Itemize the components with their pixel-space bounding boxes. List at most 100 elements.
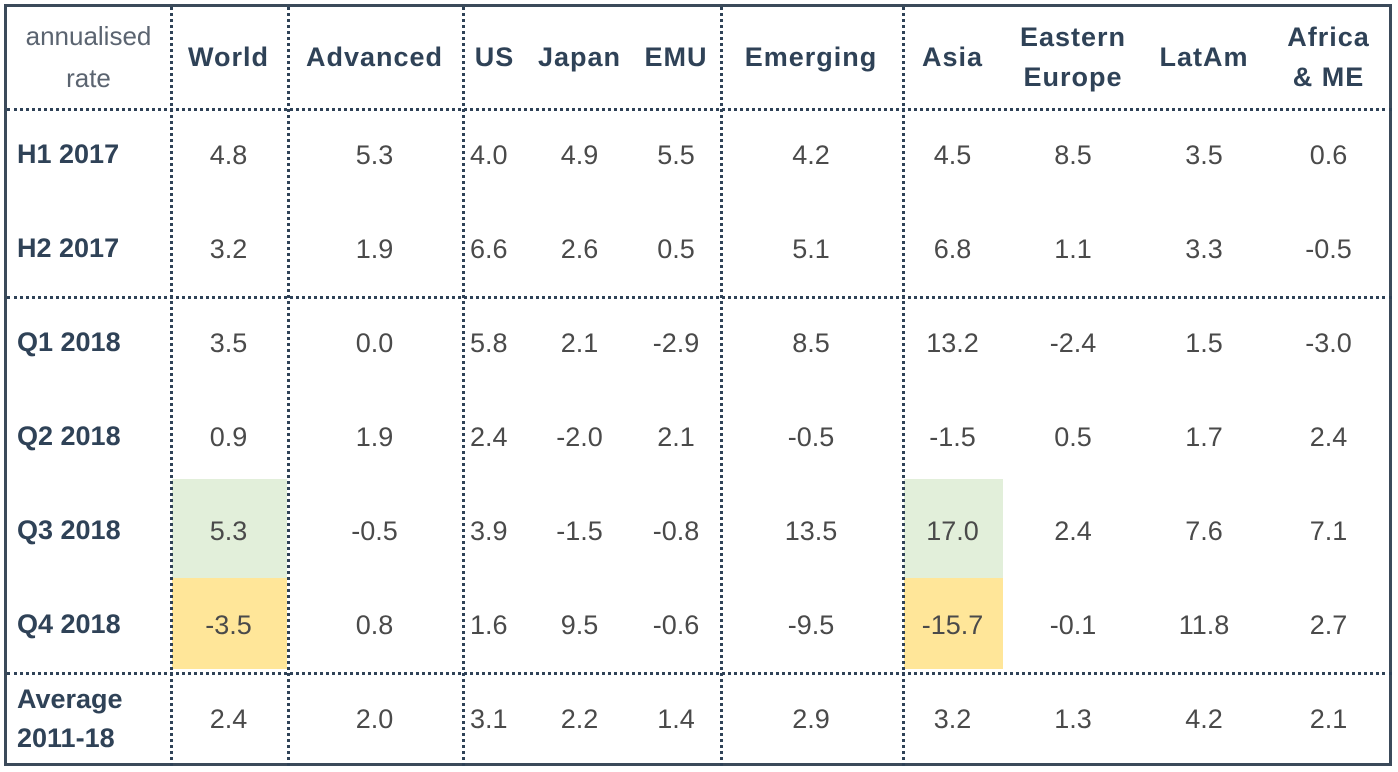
table-cell: 1.3 bbox=[1054, 703, 1092, 734]
table-cell: -1.5 bbox=[929, 421, 976, 452]
table-cell: 2.4 bbox=[1309, 421, 1348, 452]
table-cell: 0.8 bbox=[355, 609, 394, 640]
column-header: World bbox=[188, 41, 269, 72]
table-cell: -0.8 bbox=[652, 515, 700, 546]
table-cell: 5.5 bbox=[657, 139, 695, 170]
table-cell: -0.1 bbox=[1049, 609, 1097, 640]
highlight-cell bbox=[904, 578, 1003, 669]
table-cell: -1.5 bbox=[556, 515, 603, 546]
table-cell: 2.1 bbox=[657, 421, 695, 452]
table-cell: 0.5 bbox=[1054, 421, 1092, 452]
table-cell: 1.6 bbox=[470, 609, 508, 640]
table-cell: -0.5 bbox=[787, 421, 835, 452]
table-cell: 3.1 bbox=[470, 703, 508, 734]
table-cell: 0.6 bbox=[1309, 139, 1348, 170]
table-cell: -3.0 bbox=[1305, 327, 1352, 358]
table-cell: 6.6 bbox=[470, 233, 508, 264]
column-divider bbox=[902, 7, 905, 766]
column-divider bbox=[720, 7, 723, 766]
table-cell: 0.9 bbox=[209, 421, 248, 452]
row-label: H1 2017 bbox=[17, 139, 120, 170]
table-cell: 6.8 bbox=[933, 233, 972, 264]
column-header: Africa & ME bbox=[1287, 22, 1370, 92]
table-cell: 4.9 bbox=[560, 139, 599, 170]
table-cell: 1.9 bbox=[355, 233, 394, 264]
row-label: Q1 2018 bbox=[17, 327, 121, 358]
column-header: Emerging bbox=[744, 41, 878, 72]
table-cell: 13.2 bbox=[926, 327, 979, 358]
table-cell: 2.6 bbox=[560, 233, 599, 264]
table-cell: 4.2 bbox=[792, 139, 830, 170]
highlight-cell bbox=[172, 479, 287, 578]
table-cell: 4.8 bbox=[209, 139, 248, 170]
row-label: Q2 2018 bbox=[17, 421, 121, 452]
column-header: Advanced bbox=[305, 41, 444, 72]
table-cell: 11.8 bbox=[1178, 609, 1230, 640]
table-cell: 0.0 bbox=[355, 327, 394, 358]
table-cell: -2.9 bbox=[652, 327, 700, 358]
table-cell: 4.0 bbox=[470, 139, 508, 170]
row-label: Q3 2018 bbox=[17, 515, 121, 546]
table-cell: 2.4 bbox=[470, 421, 508, 452]
column-header: Eastern Europe bbox=[1019, 22, 1127, 92]
table-cell: -0.5 bbox=[351, 515, 398, 546]
table-cell: 2.9 bbox=[792, 703, 830, 734]
highlight-cell bbox=[172, 578, 287, 669]
table-cell: -0.5 bbox=[1305, 233, 1352, 264]
column-divider bbox=[170, 7, 173, 766]
table-cell: 2.1 bbox=[1309, 703, 1348, 734]
column-header: Asia bbox=[921, 41, 984, 72]
table-cell: 2.2 bbox=[560, 703, 599, 734]
column-header: US bbox=[474, 41, 515, 72]
table-cell: 4.2 bbox=[1185, 703, 1223, 734]
corner-label: annualised rate bbox=[25, 20, 152, 93]
table-cell: 8.5 bbox=[792, 327, 830, 358]
column-header: Japan bbox=[537, 41, 622, 72]
table-cell: 7.1 bbox=[1309, 515, 1348, 546]
table-cell: 5.3 bbox=[355, 139, 394, 170]
table-cell: 3.3 bbox=[1185, 233, 1223, 264]
table-cell: 1.1 bbox=[1054, 233, 1092, 264]
table-cell: 1.5 bbox=[1185, 327, 1223, 358]
table-cell: 13.5 bbox=[784, 515, 838, 546]
table-cell: 3.5 bbox=[1185, 139, 1223, 170]
column-divider bbox=[287, 7, 290, 766]
row-divider bbox=[7, 672, 1392, 675]
column-header: LatAm bbox=[1159, 41, 1249, 72]
table-cell: 3.9 bbox=[470, 515, 508, 546]
table-cell: -3.5 bbox=[205, 609, 252, 640]
column-header: EMU bbox=[644, 41, 708, 72]
table-cell: 17.0 bbox=[926, 515, 979, 546]
row-label: Q4 2018 bbox=[17, 609, 121, 640]
table-cell: 3.5 bbox=[209, 327, 248, 358]
table-cell: 9.5 bbox=[560, 609, 599, 640]
table-cell: 1.7 bbox=[1185, 421, 1223, 452]
table-cell: -2.4 bbox=[1049, 327, 1097, 358]
row-label: H2 2017 bbox=[17, 233, 120, 264]
table-cell: 2.0 bbox=[355, 703, 394, 734]
table-cell: -0.6 bbox=[652, 609, 700, 640]
table-cell: 2.7 bbox=[1309, 609, 1348, 640]
table-cell: 0.5 bbox=[657, 233, 695, 264]
table-cell: 1.9 bbox=[355, 421, 394, 452]
table-cell: -15.7 bbox=[921, 609, 984, 640]
table-cell: 5.3 bbox=[209, 515, 248, 546]
table-cell: 1.4 bbox=[657, 703, 695, 734]
table-cell: 7.6 bbox=[1185, 515, 1223, 546]
row-divider bbox=[7, 296, 1392, 299]
table-cell: 5.8 bbox=[470, 327, 508, 358]
table-cell: 2.1 bbox=[560, 327, 599, 358]
table-cell: 5.1 bbox=[792, 233, 830, 264]
table-cell: 4.5 bbox=[933, 139, 972, 170]
table-cell: 3.2 bbox=[209, 233, 248, 264]
table-cell: -2.0 bbox=[556, 421, 603, 452]
table-cell: -9.5 bbox=[787, 609, 835, 640]
table-cell: 2.4 bbox=[209, 703, 248, 734]
table-cell: 8.5 bbox=[1054, 139, 1092, 170]
table-cell: 2.4 bbox=[1054, 515, 1092, 546]
row-divider bbox=[7, 108, 1392, 111]
row-label: Average 2011-18 bbox=[17, 683, 123, 753]
table-cell: 3.2 bbox=[933, 703, 972, 734]
highlight-cell bbox=[904, 479, 1003, 578]
column-divider bbox=[462, 7, 465, 766]
